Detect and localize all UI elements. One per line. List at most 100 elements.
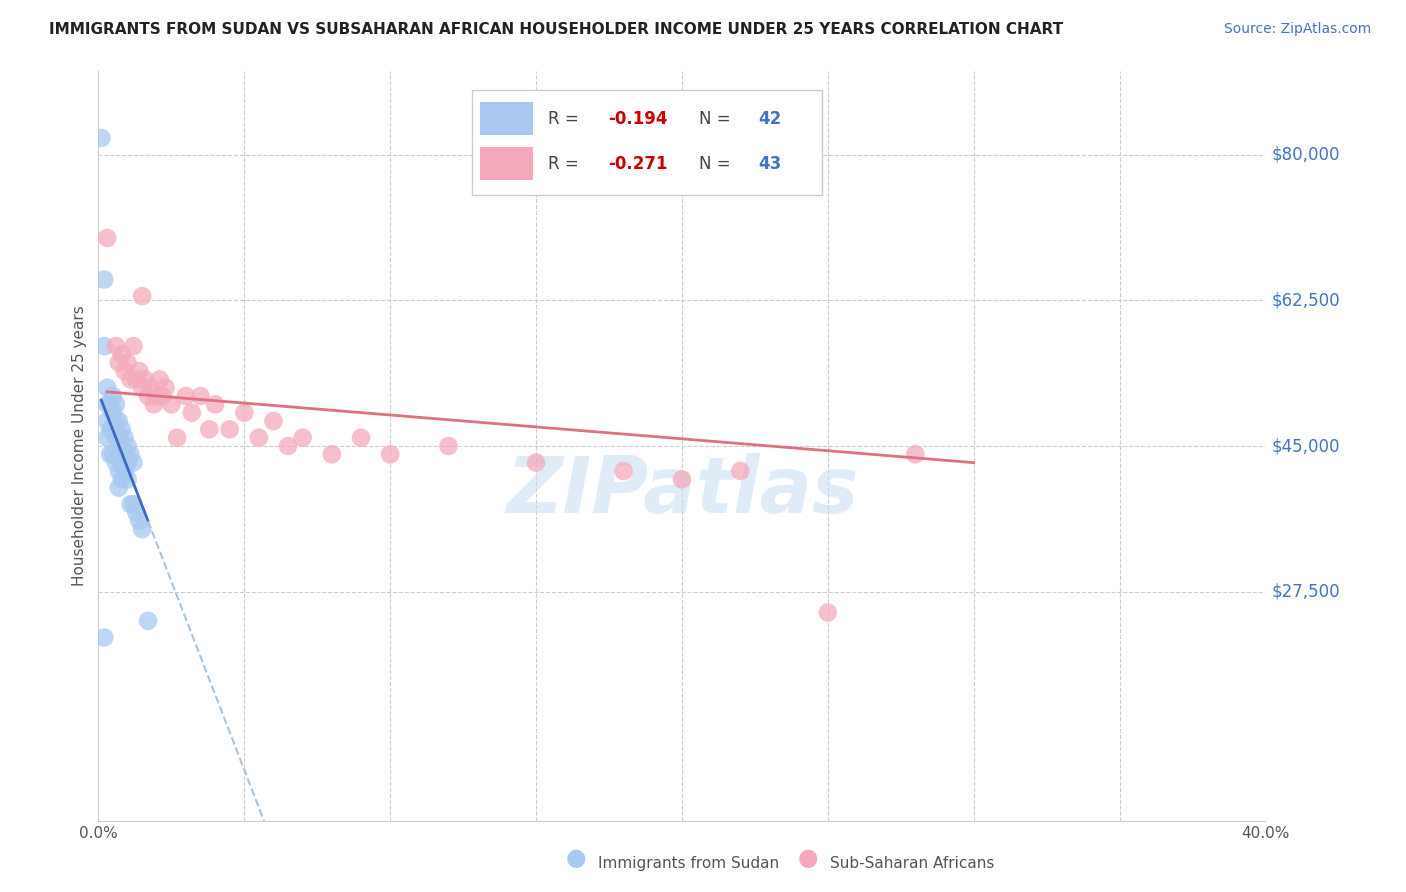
Point (262, 414, 284, 428)
Point (190, 389, 212, 403)
Point (114, 364, 136, 378)
Point (437, 439, 460, 453)
Point (111, 439, 134, 453)
Point (117, 439, 139, 453)
Point (136, 389, 159, 403)
Text: $27,500: $27,500 (1271, 582, 1340, 600)
Point (136, 614, 159, 628)
Point (104, 431, 127, 445)
Point (111, 472, 134, 486)
Point (904, 447, 927, 461)
Text: $45,000: $45,000 (1271, 437, 1340, 455)
Point (131, 289, 153, 303)
Text: ●: ● (799, 846, 818, 870)
Point (96, 397, 118, 411)
Point (122, 497, 145, 511)
Text: IMMIGRANTS FROM SUDAN VS SUBSAHARAN AFRICAN HOUSEHOLDER INCOME UNDER 25 YEARS CO: IMMIGRANTS FROM SUDAN VS SUBSAHARAN AFRI… (49, 22, 1063, 37)
Point (817, 606, 839, 620)
Point (612, 464, 634, 478)
Point (247, 431, 270, 445)
Point (104, 456, 127, 470)
Point (108, 481, 131, 495)
Point (108, 414, 131, 428)
Text: ZIPatlas: ZIPatlas (506, 453, 858, 529)
Point (101, 447, 124, 461)
Point (93, 272, 115, 286)
Point (108, 447, 131, 461)
Point (149, 372, 172, 386)
Text: 42: 42 (758, 110, 780, 128)
Point (131, 522, 153, 536)
Text: N =: N = (699, 110, 737, 128)
Text: -0.194: -0.194 (609, 110, 668, 128)
Point (671, 472, 693, 486)
Point (380, 447, 402, 461)
Point (104, 414, 127, 428)
Text: ●: ● (567, 846, 586, 870)
Point (117, 472, 139, 486)
Point (160, 397, 183, 411)
Point (114, 431, 136, 445)
Point (104, 339, 127, 353)
Point (108, 464, 131, 478)
Point (108, 356, 131, 370)
Point (350, 431, 373, 445)
Point (98, 422, 121, 436)
Point (104, 397, 127, 411)
Point (114, 464, 136, 478)
Point (174, 389, 197, 403)
Point (111, 422, 134, 436)
Point (117, 356, 139, 370)
Point (128, 514, 150, 528)
Text: 43: 43 (758, 154, 780, 172)
Point (277, 439, 299, 453)
Point (111, 456, 134, 470)
Text: R =: R = (548, 154, 583, 172)
Point (111, 347, 134, 361)
Point (152, 389, 174, 403)
Text: $80,000: $80,000 (1271, 145, 1340, 163)
Point (117, 456, 139, 470)
Point (108, 431, 131, 445)
Point (146, 389, 169, 403)
Point (155, 381, 177, 395)
Point (90, 131, 112, 145)
Point (101, 422, 124, 436)
Point (291, 431, 314, 445)
Point (198, 422, 221, 436)
Point (101, 389, 124, 403)
Point (120, 447, 142, 461)
Point (524, 456, 547, 470)
Text: $62,500: $62,500 (1271, 292, 1340, 310)
Point (125, 372, 148, 386)
FancyBboxPatch shape (479, 147, 533, 180)
Point (125, 506, 148, 520)
Point (98, 397, 121, 411)
Point (120, 497, 142, 511)
Point (120, 372, 142, 386)
Text: N =: N = (699, 154, 737, 172)
FancyBboxPatch shape (472, 90, 823, 195)
Point (122, 456, 145, 470)
Point (114, 447, 136, 461)
Text: Immigrants from Sudan: Immigrants from Sudan (598, 856, 779, 871)
Text: -0.271: -0.271 (609, 154, 668, 172)
Point (218, 422, 240, 436)
Point (98, 447, 121, 461)
Point (131, 381, 153, 395)
FancyBboxPatch shape (479, 102, 533, 135)
Point (96, 381, 118, 395)
Point (142, 397, 165, 411)
Point (122, 339, 145, 353)
Text: Sub-Saharan Africans: Sub-Saharan Africans (830, 856, 994, 871)
Point (180, 406, 202, 420)
Point (139, 381, 162, 395)
Point (93, 631, 115, 645)
Point (96, 431, 118, 445)
Point (96, 231, 118, 245)
Point (166, 431, 188, 445)
Point (730, 464, 752, 478)
Y-axis label: Householder Income Under 25 years: Householder Income Under 25 years (72, 306, 87, 586)
Point (321, 447, 343, 461)
Point (204, 397, 226, 411)
